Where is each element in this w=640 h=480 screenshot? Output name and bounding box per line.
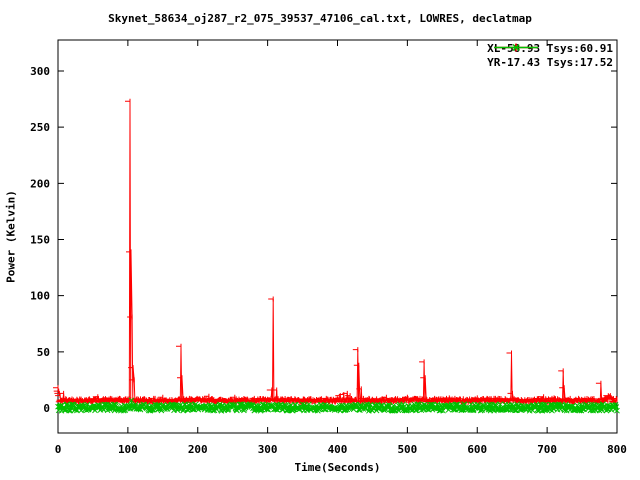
series-markers-yr: [55, 397, 620, 414]
series-line-xl: [57, 101, 618, 405]
x-tick-label: 700: [537, 443, 557, 456]
cross-marker-sample-icon: [494, 44, 539, 51]
legend-label: YR-17.43 Tsys:17.52: [487, 55, 613, 69]
x-tick-label: 200: [188, 443, 208, 456]
plot-border: [57, 39, 618, 434]
y-tick-label: 50: [37, 346, 50, 359]
x-tick-label: 400: [328, 443, 348, 456]
y-tick-label: 200: [30, 177, 50, 190]
legend-entry: YR-17.43 Tsys:17.52: [487, 44, 613, 69]
x-tick-label: 100: [118, 443, 138, 456]
y-tick-label: 100: [30, 290, 50, 303]
series-markers-xl: [53, 98, 618, 405]
x-tick-label: 800: [607, 443, 627, 456]
legend: XL-58.93 Tsys:60.91 YR-17.43 Tsys:17.52: [487, 41, 613, 69]
x-tick-label: 500: [397, 443, 417, 456]
x-tick-label: 0: [55, 443, 62, 456]
x-tick-label: 600: [467, 443, 487, 456]
y-tick-label: 300: [30, 65, 50, 78]
chart-title: Skynet_58634_oj287_r2_075_39537_47106_ca…: [108, 12, 532, 25]
x-axis-label: Time(Seconds): [294, 461, 381, 474]
y-tick-label: 250: [30, 121, 50, 134]
x-tick-label: 300: [258, 443, 278, 456]
y-tick-label: 150: [30, 234, 50, 247]
y-tick-label: 0: [43, 402, 50, 415]
